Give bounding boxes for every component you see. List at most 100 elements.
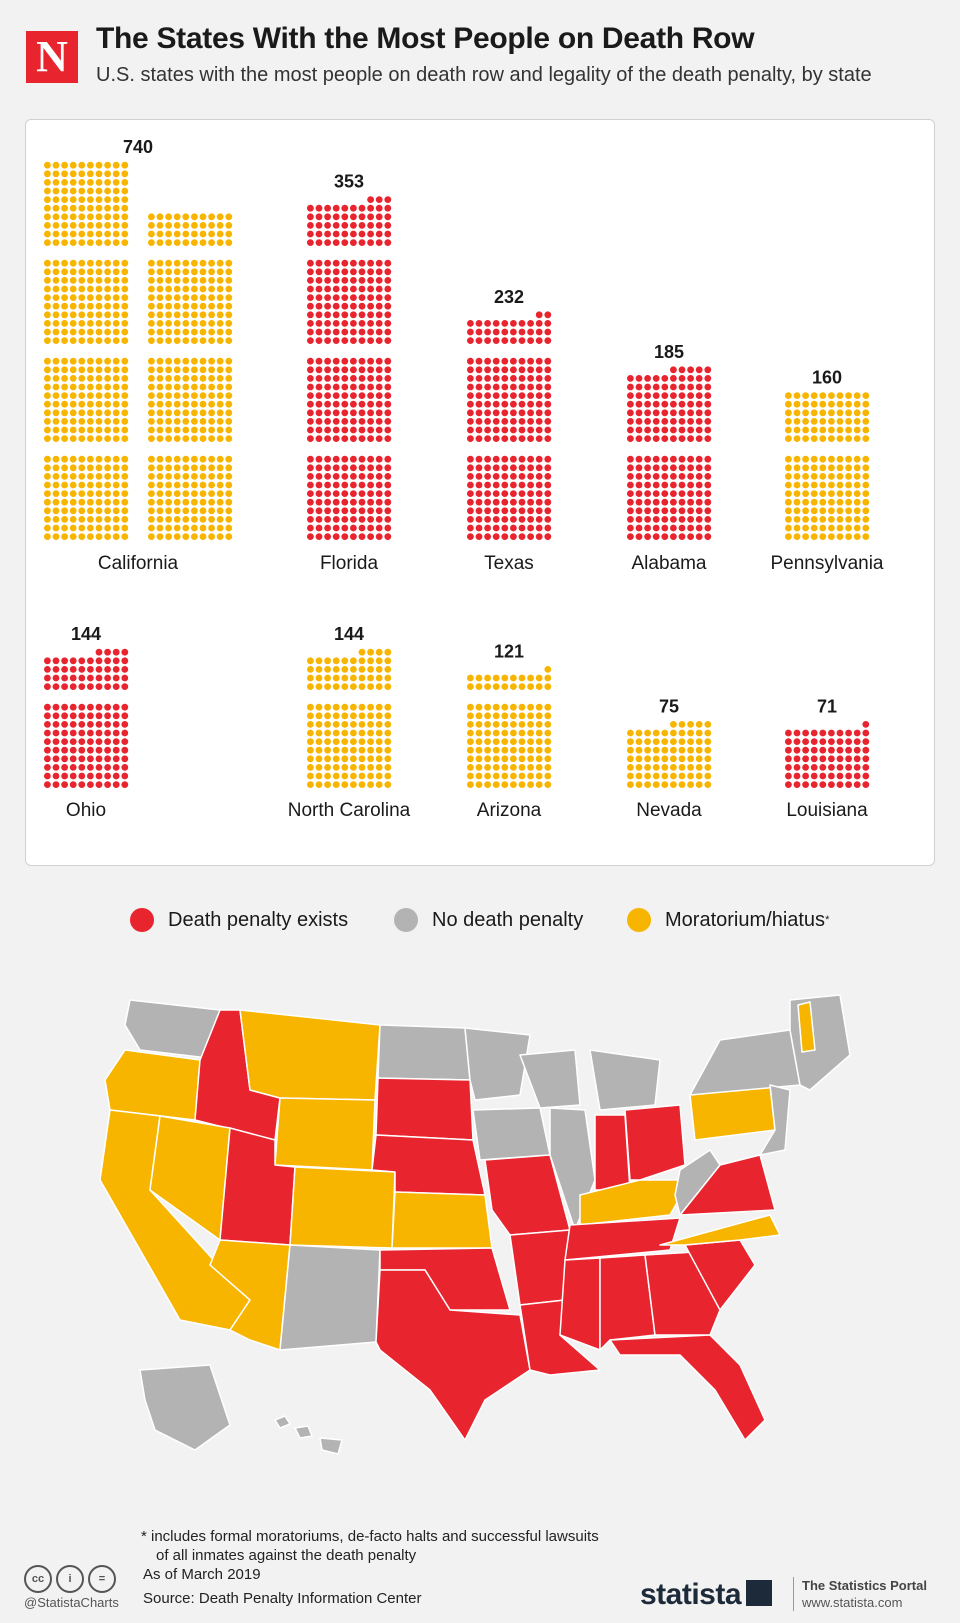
waffle-dot bbox=[358, 738, 366, 745]
waffle-dot bbox=[156, 409, 164, 417]
waffle-dot bbox=[156, 213, 164, 221]
waffle-dot bbox=[87, 746, 94, 754]
waffle-dot bbox=[518, 738, 526, 745]
waffle-dot bbox=[704, 435, 712, 442]
waffle-dot bbox=[785, 533, 792, 540]
waffle-dot bbox=[802, 418, 809, 425]
waffle-dot bbox=[315, 418, 323, 425]
waffle-dot bbox=[375, 222, 383, 229]
waffle-dot bbox=[704, 481, 712, 489]
value-label: 144 bbox=[334, 624, 364, 644]
waffle-dot bbox=[315, 683, 323, 690]
waffle-dot bbox=[191, 268, 198, 276]
waffle-dot bbox=[518, 498, 526, 506]
waffle-dot bbox=[148, 277, 155, 284]
waffle-dot bbox=[61, 400, 68, 408]
waffle-dot bbox=[315, 230, 323, 238]
waffle-dot bbox=[315, 533, 323, 540]
waffle-dot bbox=[165, 507, 173, 515]
map-state-florida bbox=[609, 1334, 766, 1441]
waffle-dot bbox=[225, 259, 233, 267]
waffle-dot bbox=[69, 320, 77, 327]
waffle-dot bbox=[670, 366, 677, 374]
waffle-dot bbox=[836, 764, 844, 771]
waffle-dot bbox=[467, 516, 474, 523]
waffle-dot bbox=[492, 473, 500, 480]
waffle-dot bbox=[535, 772, 543, 780]
waffle-dot bbox=[704, 498, 712, 506]
waffle-dot bbox=[695, 721, 703, 728]
waffle-dot bbox=[518, 375, 526, 382]
waffle-dot bbox=[819, 738, 827, 745]
waffle-dot bbox=[518, 426, 526, 434]
waffle-dot bbox=[216, 302, 224, 310]
waffle-dot bbox=[307, 418, 314, 425]
waffle-dot bbox=[69, 507, 77, 515]
waffle-dot bbox=[61, 533, 68, 540]
waffle-dot bbox=[44, 498, 51, 506]
waffle-dot bbox=[341, 277, 349, 284]
waffle-dot bbox=[208, 320, 216, 327]
waffle-dot bbox=[121, 772, 129, 780]
waffle-dot bbox=[173, 498, 181, 506]
waffle-dot bbox=[61, 268, 68, 276]
waffle-dot bbox=[191, 490, 198, 497]
waffle-dot bbox=[315, 498, 323, 506]
waffle-dot bbox=[78, 498, 86, 506]
waffle-dot bbox=[358, 498, 366, 506]
waffle-dot bbox=[95, 418, 103, 425]
waffle-dot bbox=[199, 285, 207, 293]
waffle-dot bbox=[367, 277, 374, 284]
waffle-dot bbox=[527, 755, 534, 763]
waffle-dot bbox=[52, 161, 60, 169]
waffle-dot bbox=[225, 328, 233, 336]
waffle-dot bbox=[216, 366, 224, 374]
waffle-dot bbox=[121, 383, 129, 391]
waffle-dot bbox=[78, 268, 86, 276]
waffle-dot bbox=[484, 426, 491, 434]
waffle-dot bbox=[165, 418, 173, 425]
waffle-dot bbox=[148, 259, 155, 267]
waffle-dot bbox=[121, 755, 129, 763]
waffle-dot bbox=[704, 738, 712, 745]
waffle-dot bbox=[332, 464, 340, 472]
waffle-dot bbox=[678, 498, 686, 506]
waffle-dot bbox=[627, 729, 634, 737]
waffle-dot bbox=[216, 490, 224, 497]
waffle-dot bbox=[492, 435, 500, 442]
waffle-dot bbox=[173, 366, 181, 374]
waffle-dot bbox=[307, 746, 314, 754]
waffle-dot bbox=[627, 481, 634, 489]
waffle-dot bbox=[527, 703, 534, 711]
waffle-dot bbox=[52, 320, 60, 327]
waffle-dot bbox=[350, 683, 357, 690]
waffle-dot bbox=[341, 524, 349, 532]
waffle-dot bbox=[78, 426, 86, 434]
waffle-dot bbox=[375, 366, 383, 374]
waffle-dot bbox=[61, 703, 68, 711]
waffle-dot bbox=[315, 657, 323, 665]
waffle-dot bbox=[367, 400, 374, 408]
waffle-dot bbox=[828, 426, 835, 434]
waffle-dot bbox=[670, 772, 677, 780]
waffle-dot bbox=[635, 524, 643, 532]
waffle-dot bbox=[527, 721, 534, 728]
waffle-dot bbox=[853, 729, 861, 737]
waffle-dot bbox=[315, 764, 323, 771]
waffle-dot bbox=[484, 772, 491, 780]
waffle-dot bbox=[845, 746, 852, 754]
waffle-dot bbox=[44, 755, 51, 763]
waffle-dot bbox=[44, 320, 51, 327]
waffle-dot bbox=[199, 320, 207, 327]
waffle-dot bbox=[341, 230, 349, 238]
waffle-dot bbox=[324, 533, 331, 540]
waffle-dot bbox=[484, 721, 491, 728]
waffle-dot bbox=[324, 764, 331, 771]
waffle-dot bbox=[104, 294, 111, 301]
waffle-dot bbox=[350, 213, 357, 221]
waffle-dot bbox=[350, 277, 357, 284]
waffle-dot bbox=[112, 712, 120, 720]
waffle-dot bbox=[216, 498, 224, 506]
waffle-dot bbox=[518, 464, 526, 472]
waffle-dot bbox=[225, 490, 233, 497]
